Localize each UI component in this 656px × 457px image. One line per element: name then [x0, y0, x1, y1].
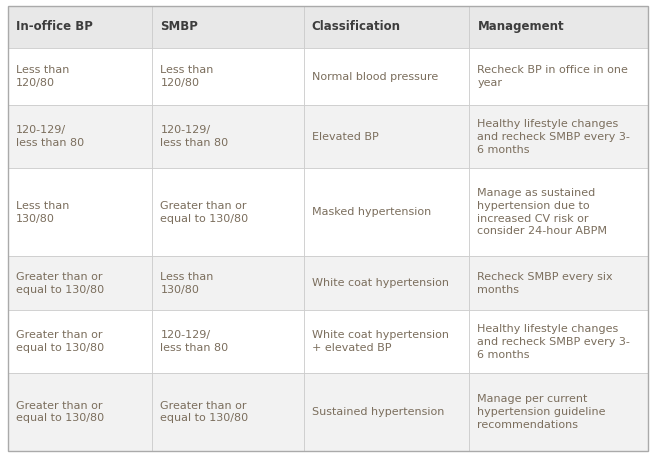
Bar: [470, 168, 648, 256]
Bar: [8, 373, 152, 451]
Text: Greater than or
equal to 130/80: Greater than or equal to 130/80: [16, 330, 104, 353]
Text: Classification: Classification: [312, 21, 401, 33]
Bar: [470, 48, 648, 106]
Text: Masked hypertension: Masked hypertension: [312, 207, 431, 217]
Text: Elevated BP: Elevated BP: [312, 132, 379, 142]
Bar: [304, 106, 470, 168]
Text: Manage as sustained
hypertension due to
increased CV risk or
consider 24-hour AB: Manage as sustained hypertension due to …: [478, 188, 607, 236]
Bar: [304, 6, 470, 48]
Bar: [152, 168, 304, 256]
Text: 120-129/
less than 80: 120-129/ less than 80: [160, 330, 228, 353]
Text: SMBP: SMBP: [160, 21, 198, 33]
Text: Less than
120/80: Less than 120/80: [160, 65, 214, 88]
Text: Greater than or
equal to 130/80: Greater than or equal to 130/80: [160, 401, 249, 424]
Bar: [152, 106, 304, 168]
Text: White coat hypertension
+ elevated BP: White coat hypertension + elevated BP: [312, 330, 449, 353]
Bar: [470, 256, 648, 310]
Text: Greater than or
equal to 130/80: Greater than or equal to 130/80: [16, 401, 104, 424]
Text: Normal blood pressure: Normal blood pressure: [312, 72, 438, 81]
Text: Greater than or
equal to 130/80: Greater than or equal to 130/80: [160, 201, 249, 223]
Bar: [304, 310, 470, 373]
Bar: [152, 373, 304, 451]
Text: Less than
130/80: Less than 130/80: [160, 272, 214, 295]
Bar: [304, 168, 470, 256]
Bar: [152, 310, 304, 373]
Text: In-office BP: In-office BP: [16, 21, 93, 33]
Bar: [470, 373, 648, 451]
Text: Less than
130/80: Less than 130/80: [16, 201, 70, 223]
Bar: [470, 6, 648, 48]
Text: Manage per current
hypertension guideline
recommendations: Manage per current hypertension guidelin…: [478, 394, 606, 430]
Bar: [304, 373, 470, 451]
Bar: [8, 168, 152, 256]
Text: 120-129/
less than 80: 120-129/ less than 80: [160, 125, 228, 148]
Bar: [152, 256, 304, 310]
Bar: [8, 106, 152, 168]
Bar: [8, 48, 152, 106]
Bar: [8, 310, 152, 373]
Text: Recheck BP in office in one
year: Recheck BP in office in one year: [478, 65, 628, 88]
Text: Greater than or
equal to 130/80: Greater than or equal to 130/80: [16, 272, 104, 295]
Bar: [8, 6, 152, 48]
Bar: [470, 310, 648, 373]
Bar: [152, 6, 304, 48]
Text: Management: Management: [478, 21, 564, 33]
Bar: [304, 48, 470, 106]
Text: 120-129/
less than 80: 120-129/ less than 80: [16, 125, 84, 148]
Bar: [470, 106, 648, 168]
Text: Healthy lifestyle changes
and recheck SMBP every 3-
6 months: Healthy lifestyle changes and recheck SM…: [478, 119, 630, 154]
Bar: [152, 48, 304, 106]
Text: Recheck SMBP every six
months: Recheck SMBP every six months: [478, 272, 613, 295]
Bar: [304, 256, 470, 310]
Text: Sustained hypertension: Sustained hypertension: [312, 407, 444, 417]
Text: Healthy lifestyle changes
and recheck SMBP every 3-
6 months: Healthy lifestyle changes and recheck SM…: [478, 324, 630, 360]
Text: Less than
120/80: Less than 120/80: [16, 65, 70, 88]
Text: White coat hypertension: White coat hypertension: [312, 278, 449, 288]
Bar: [8, 256, 152, 310]
